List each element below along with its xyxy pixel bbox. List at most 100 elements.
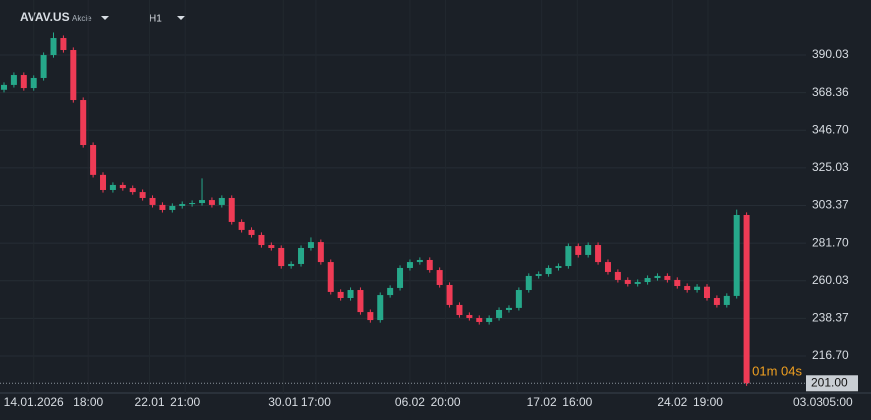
x-tick-label: 22.01 — [135, 395, 165, 409]
candle-body — [169, 205, 176, 210]
candle-body — [337, 291, 344, 299]
x-tick-label: 21:00 — [170, 395, 200, 409]
candle-body — [565, 246, 572, 267]
x-tick-label: 14.01.2026 — [4, 395, 64, 409]
y-tick-label: 346.70 — [812, 122, 849, 136]
candle-body — [614, 271, 621, 280]
candle-body — [357, 290, 364, 313]
candle-body — [278, 247, 285, 267]
candle-body — [100, 174, 107, 190]
candle-body — [733, 214, 740, 296]
candle-body — [575, 246, 582, 255]
y-tick-label: 303.37 — [812, 198, 849, 212]
candle-body — [1, 84, 7, 90]
candle-body — [347, 290, 354, 299]
candle-body — [199, 200, 206, 204]
candle-body — [743, 214, 750, 384]
candle-body — [288, 263, 295, 267]
candle-body — [545, 267, 552, 275]
x-tick-label: 19:00 — [693, 395, 723, 409]
candle-body — [426, 259, 433, 271]
candle-body — [397, 267, 404, 288]
candle-body — [30, 77, 37, 89]
last-price-box — [806, 375, 858, 392]
candle-body — [387, 287, 394, 296]
candle-body — [446, 284, 453, 305]
y-tick-label: 238.37 — [812, 311, 849, 325]
y-tick-label: 260.03 — [812, 273, 849, 287]
candle-body — [50, 38, 57, 56]
candle-body — [327, 262, 334, 292]
x-tick-label: 05:00 — [823, 395, 853, 409]
candle-body — [258, 234, 265, 246]
candle-body — [694, 286, 701, 291]
x-tick-label: 18:00 — [73, 395, 103, 409]
candle-body — [109, 184, 116, 190]
candle-body — [60, 38, 67, 51]
candle-body — [208, 200, 215, 205]
candle-body — [486, 317, 493, 322]
candle-body — [70, 50, 77, 101]
last-price-label: 201.00 — [811, 375, 848, 389]
candle-body — [80, 100, 87, 146]
candle-body — [684, 286, 691, 291]
x-tick-label: 16:00 — [562, 395, 592, 409]
y-tick-label: 390.03 — [812, 47, 849, 61]
candle-body — [179, 204, 186, 206]
candle-body — [10, 75, 17, 85]
symbol[interactable]: AVAV.US — [20, 10, 70, 24]
symbol-dropdown[interactable] — [101, 16, 109, 20]
candle-body — [159, 204, 166, 210]
countdown: 01m 04s — [752, 364, 802, 379]
candle-body — [654, 275, 661, 279]
candle-body — [634, 282, 641, 284]
asset-type: Akcie — [72, 14, 92, 23]
candle-body — [703, 286, 710, 299]
candle-body — [119, 184, 126, 189]
x-tick-label: 30.01 — [268, 395, 298, 409]
candle-body — [496, 309, 503, 318]
x-tick-label: 17.02 — [527, 395, 557, 409]
y-tick-label: 281.70 — [812, 235, 849, 249]
candle-body — [40, 55, 47, 78]
x-tick-label: 20:00 — [431, 395, 461, 409]
candle-body — [317, 242, 324, 263]
candle-body — [268, 245, 275, 248]
candle-body — [644, 278, 651, 283]
candle-body — [456, 304, 463, 316]
candle-body — [476, 317, 483, 322]
y-tick-label: 325.03 — [812, 160, 849, 174]
candle-body — [713, 298, 720, 305]
candle-body — [585, 245, 592, 255]
x-tick-label: 06.02 — [395, 395, 425, 409]
candle-body — [377, 295, 384, 321]
candle-body — [723, 295, 730, 305]
candle-body — [525, 275, 532, 291]
candle-body — [436, 270, 443, 285]
y-tick-label: 216.70 — [812, 348, 849, 362]
y-tick-label: 368.36 — [812, 85, 849, 99]
candle-body — [535, 274, 542, 276]
candle-body — [238, 221, 245, 230]
candle-body — [416, 259, 423, 263]
candle-body — [664, 275, 671, 280]
x-tick-label: 03.03 — [793, 395, 823, 409]
candle-body — [505, 307, 512, 310]
candle-body — [595, 245, 602, 263]
candle-body — [139, 192, 146, 198]
x-tick-label: 24.02 — [657, 395, 687, 409]
candle-body — [624, 279, 631, 284]
timeframe[interactable]: H1 — [149, 14, 162, 25]
timeframe-dropdown[interactable] — [177, 16, 185, 20]
candle-body — [248, 229, 255, 235]
candle-body — [189, 203, 196, 205]
candle-body — [20, 75, 27, 89]
x-tick-label: 17:00 — [301, 395, 331, 409]
candle-body — [604, 262, 611, 272]
candle-body — [228, 197, 235, 222]
candle-body — [149, 197, 156, 205]
candle-body — [298, 247, 305, 264]
candle-body — [307, 242, 314, 248]
